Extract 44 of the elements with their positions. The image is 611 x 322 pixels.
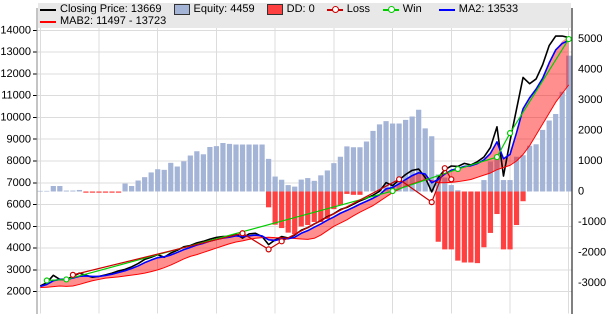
legend-label: MA2: 13533 [458, 3, 518, 15]
point [389, 188, 396, 194]
y-tick-label: 10000 [0, 111, 31, 124]
y-tick-label: 6000 [6, 198, 31, 211]
point [454, 166, 461, 172]
y2-tick-label: 4000 [578, 64, 602, 76]
y2-tick-label: 2000 [578, 124, 602, 137]
point [44, 277, 50, 284]
point [448, 176, 454, 182]
y-tick-label: 2000 [6, 286, 31, 298]
y-tick-label: 9000 [6, 133, 31, 146]
legend-label: Closing Price: 13669 [60, 3, 162, 15]
point [63, 276, 70, 283]
y-tick-label: 4000 [6, 242, 31, 254]
y2-tick-label: 5000 [578, 33, 602, 46]
point [266, 246, 272, 252]
point [396, 176, 402, 182]
point [239, 230, 246, 236]
y-tick-label: 5000 [6, 220, 31, 232]
y-tick-label: 7000 [6, 176, 31, 189]
y2-tick-label: 1000 [578, 155, 602, 168]
y-tick-label: 13000 [0, 46, 31, 58]
point [428, 199, 435, 206]
point [494, 154, 500, 160]
y2-tick-label: 3000 [578, 94, 602, 106]
y-tick-label: 3000 [6, 264, 31, 276]
y-tick-label: 14000 [0, 24, 31, 36]
y2-tick-label: 0 [578, 186, 584, 198]
y-tick-label: 12000 [0, 68, 31, 80]
y-tick-label: 8000 [6, 155, 31, 168]
point [506, 130, 514, 136]
legend-label: Loss [346, 3, 370, 15]
legend-label: MAB2: 11497 - 13723 [60, 15, 166, 27]
y2-tick-label: -2000 [578, 246, 606, 258]
point [278, 238, 285, 244]
point [70, 272, 76, 278]
legend-label: DD: 0 [286, 3, 315, 15]
legend-label: Win [402, 3, 422, 15]
point [566, 36, 572, 42]
legend-label: Equity: 4459 [194, 3, 255, 15]
y-tick-label: 11000 [1, 90, 31, 102]
y2-tick-label: -3000 [578, 276, 606, 289]
y2-tick-label: -1000 [578, 216, 606, 228]
point [442, 165, 448, 172]
